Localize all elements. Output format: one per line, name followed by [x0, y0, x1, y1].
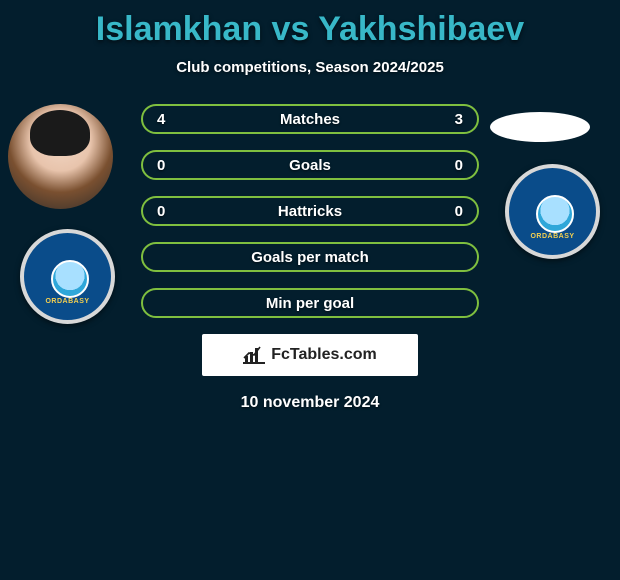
stat-right-value: 0 — [455, 203, 463, 220]
stat-label: Min per goal — [143, 295, 477, 312]
watermark-text: FcTables.com — [271, 346, 377, 364]
stat-right-value: 0 — [455, 157, 463, 174]
player-left-club-badge: ORDABASY — [20, 229, 115, 324]
chart-icon — [243, 346, 265, 364]
stat-label: Hattricks — [143, 203, 477, 220]
club-badge-text: ORDABASY — [45, 298, 89, 306]
stat-row: 0 Goals 0 — [141, 150, 479, 180]
comparison-panel: ORDABASY ORDABASY 4 Matches 3 0 Goals 0 … — [0, 104, 620, 412]
stat-left-value: 0 — [157, 157, 165, 174]
player-left-avatar — [8, 104, 113, 209]
stat-bars: 4 Matches 3 0 Goals 0 0 Hattricks 0 Goal… — [141, 104, 479, 318]
club-badge-text: ORDABASY — [530, 233, 574, 241]
stat-label: Goals per match — [143, 249, 477, 266]
stat-right-value: 3 — [455, 111, 463, 128]
stat-row: Min per goal — [141, 288, 479, 318]
stat-row: 4 Matches 3 — [141, 104, 479, 134]
page-title: Islamkhan vs Yakhshibaev — [0, 0, 620, 49]
player-right-avatar — [490, 112, 590, 142]
watermark: FcTables.com — [202, 334, 418, 376]
stat-row: 0 Hattricks 0 — [141, 196, 479, 226]
player-right-club-badge: ORDABASY — [505, 164, 600, 259]
stat-label: Goals — [143, 157, 477, 174]
stat-left-value: 4 — [157, 111, 165, 128]
stat-left-value: 0 — [157, 203, 165, 220]
date-label: 10 november 2024 — [0, 394, 620, 412]
stat-label: Matches — [143, 111, 477, 128]
subtitle: Club competitions, Season 2024/2025 — [0, 59, 620, 76]
stat-row: Goals per match — [141, 242, 479, 272]
